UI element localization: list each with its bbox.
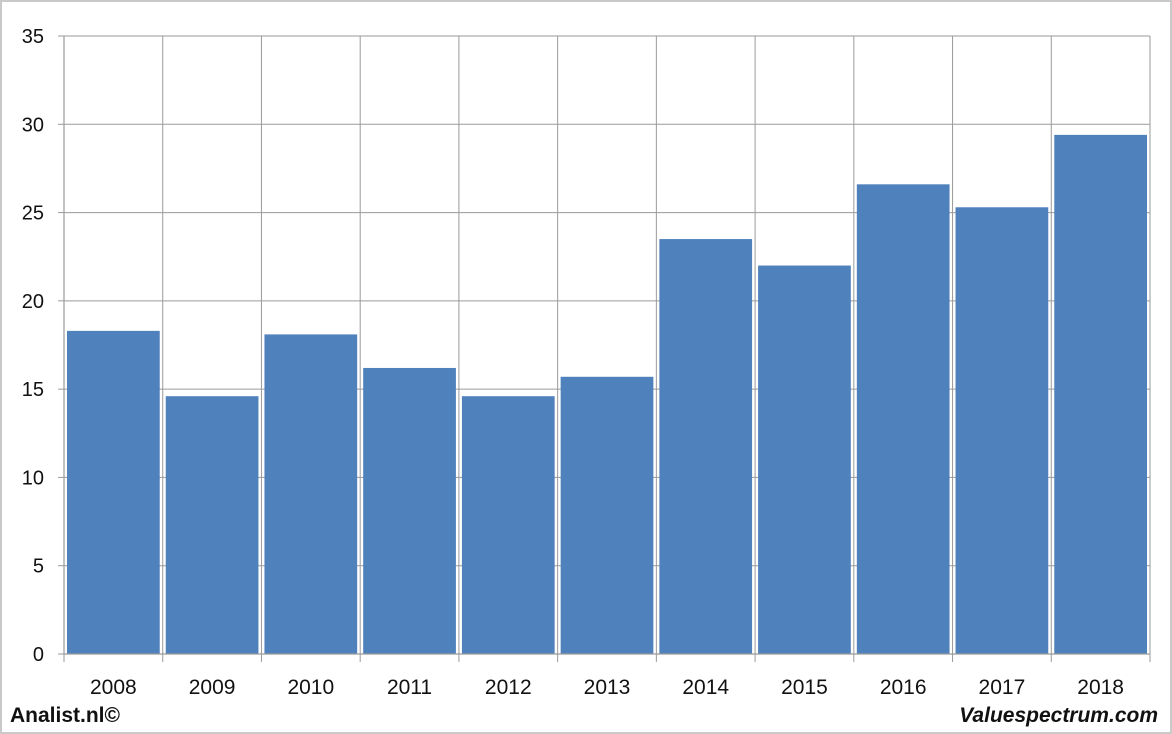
x-tick-label: 2008 <box>90 676 137 699</box>
y-tick-label: 5 <box>33 556 44 578</box>
bar-2018 <box>1054 134 1147 654</box>
x-tick-label: 2015 <box>781 676 828 699</box>
y-tick-label: 30 <box>22 114 44 136</box>
bar-2010 <box>264 334 358 654</box>
x-tick-label: 2011 <box>387 676 432 699</box>
bar-2017 <box>955 207 1049 654</box>
x-tick-label: 2016 <box>880 676 927 699</box>
source-credit-right: Valuespectrum.com <box>959 704 1158 727</box>
y-tick-label: 15 <box>22 379 44 401</box>
bar-2014 <box>659 239 753 655</box>
bar-2009 <box>165 396 259 654</box>
bar-2011 <box>363 367 456 654</box>
x-tick-label: 2014 <box>682 676 729 699</box>
y-tick-label: 20 <box>22 291 44 313</box>
bar-chart: 0 5 10 15 20 25 30 35 2008 2009 2010 2011 2012 2013 20… <box>22 26 1151 699</box>
source-credit-left: Analist.nl© <box>10 704 120 727</box>
x-tick-label: 2009 <box>189 676 236 699</box>
x-tick-label: 2010 <box>287 676 334 699</box>
y-tick-label: 0 <box>33 644 44 666</box>
x-tick-label: 2013 <box>584 676 631 699</box>
y-tick-label: 25 <box>22 203 44 225</box>
bar-2012 <box>461 396 555 654</box>
bar-2016 <box>856 184 950 654</box>
y-tick-label: 35 <box>22 26 44 48</box>
x-tick-label: 2017 <box>979 676 1026 699</box>
bar-2015 <box>758 265 851 654</box>
bar-2013 <box>560 376 654 654</box>
bar-2008 <box>67 330 160 654</box>
x-tick-label: 2012 <box>485 676 532 699</box>
y-tick-label: 10 <box>22 467 44 489</box>
x-tick-label: 2018 <box>1077 676 1124 699</box>
